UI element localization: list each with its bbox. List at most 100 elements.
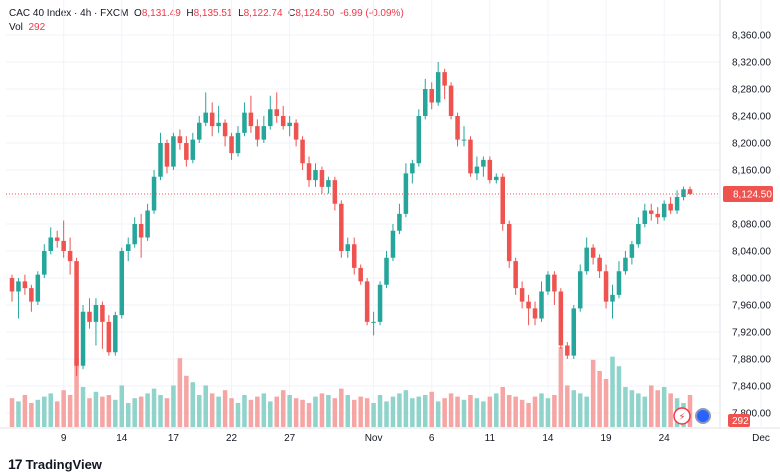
candle-body [177,136,183,143]
volume-bar [268,401,273,427]
volume-bar [545,398,551,427]
volume-bar [242,395,247,427]
candle-body [216,122,221,127]
volume-bar [125,403,131,427]
symbol-title[interactable]: CAC 40 Index · 4h · FXCM [9,8,129,19]
volume-bar [364,398,370,427]
y-tick-label: 7,960.00 [732,301,771,312]
y-tick-label: 8,000.00 [732,274,771,285]
volume-bar [74,358,79,427]
candle-body [235,132,241,154]
candle-body [87,311,92,322]
candle-body [209,112,215,127]
candle-body [280,116,286,127]
candle-body [629,244,635,258]
candle-body [113,315,118,353]
volume-bar [29,403,34,427]
volume-bar [48,393,54,427]
open-label: O [134,8,142,19]
y-tick-label: 8,160.00 [732,166,771,177]
candle-body [313,170,318,181]
candle-body [358,267,363,282]
volume-bar [661,387,667,427]
tradingview-logo[interactable]: 17 TradingView [8,456,102,472]
volume-bar [687,395,693,427]
candle-body [319,170,325,187]
volume-bar [610,356,615,427]
candle-body [623,257,628,272]
candle-body [74,261,79,366]
y-tick-label: 8,240.00 [732,112,771,123]
candle-body [422,89,428,116]
volume-bar [54,401,60,427]
volume-bar [261,393,267,427]
volume-bar [35,399,41,427]
x-tick-label: 14 [542,433,554,444]
volume-bar [332,398,338,427]
volume-bar [500,387,506,427]
volume-bar [216,396,221,427]
volume-bar [113,399,118,427]
candle-body [61,240,66,251]
volume-bar [196,395,202,427]
x-tick-label: 27 [284,433,296,444]
volume-bar [235,403,241,427]
candle-body [229,136,234,154]
volume-bar [506,395,512,427]
last-price-label: 8,124.50 [733,189,772,200]
candle-body [487,159,493,181]
candle-body [242,112,247,133]
y-tick-label: 7,840.00 [732,382,771,393]
y-tick-label: 8,280.00 [732,85,771,96]
y-tick-label: 8,080.00 [732,220,771,231]
candle-body [158,143,163,177]
volume-bar [526,403,531,427]
chart-legend: CAC 40 Index · 4h · FXCM O8,131.49 H8,13… [9,7,404,35]
volume-bar [339,388,344,427]
x-tick-label: Nov [365,433,383,444]
volume-bar [468,395,473,427]
volume-bar [642,396,648,427]
candle-body [597,257,602,272]
volume-bar [487,396,493,427]
candle-body [513,261,518,289]
candle-body [287,122,292,127]
volume-bar [616,366,622,427]
candle-body [681,189,686,197]
candle-body [364,281,370,322]
volume-bar [358,396,363,427]
candle-body [222,122,228,137]
volume-bar [435,401,441,427]
candle-body [603,271,609,302]
volume-bar [87,398,92,427]
candle-body [332,180,338,204]
volume-bar [255,396,260,427]
candle-body [67,251,73,262]
candle-body [532,308,538,319]
candle-body [203,112,208,123]
candle-body [429,89,434,103]
volume-bar [93,391,99,427]
x-tick-label: 9 [61,433,67,444]
volume-bar [629,390,635,427]
volume-bar [532,396,538,427]
candle-body [145,210,150,238]
volume-bar [397,393,402,427]
candle-body [616,271,622,295]
candle-body [435,72,441,103]
volume-bar [422,395,428,427]
volume-bar [410,398,415,427]
candle-body [16,281,21,292]
volume-bar [9,398,15,427]
volume-bar [300,399,305,427]
open-value: 8,131.49 [141,8,181,19]
last-price-tag [723,185,773,202]
y-tick-label: 8,360.00 [732,31,771,42]
high-value: 8,135.51 [193,8,233,19]
candle-body [558,291,564,346]
candle-body [371,321,376,323]
y-tick-label: 7,920.00 [732,328,771,339]
lightning-glyph-icon: ⚡ [678,412,685,423]
candle-body [9,278,15,292]
